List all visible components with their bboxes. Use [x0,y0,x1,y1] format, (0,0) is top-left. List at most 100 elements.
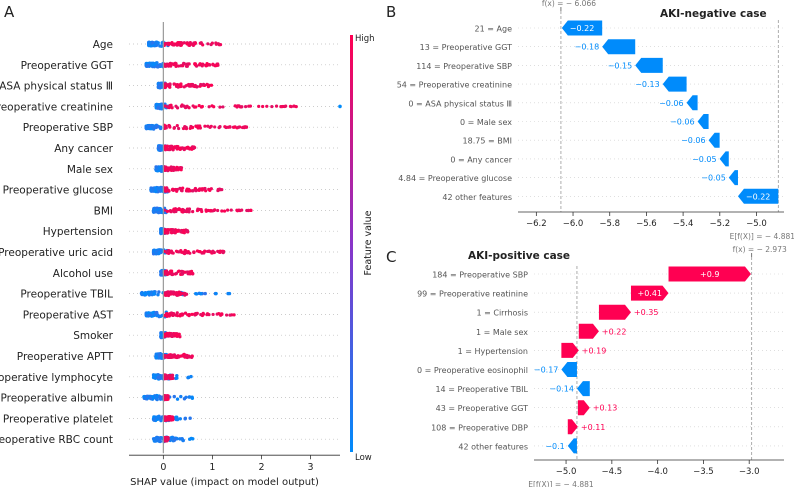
shap-point [229,208,233,212]
shap-point [155,310,159,315]
x-tick-label: −5.0 [556,467,577,477]
feature-label: Preoperative creatinine [0,101,113,113]
shap-point [159,227,164,232]
waterfall-negative-panel: 21 = Age −0.22 13 = Preoperative GGT −0.18 1… [397,0,794,241]
shap-point [170,272,174,276]
waterfall-bar [561,20,603,36]
x-tick-label: 2 [258,462,264,473]
bar-value-label: −0.1 [545,442,564,451]
shap-point [222,209,227,213]
shap-point [221,251,225,255]
shap-point [181,250,185,254]
shap-point [175,124,179,128]
shap-point [178,208,182,212]
bar-value-label: −0.22 [570,24,595,33]
shap-point [174,64,178,68]
shap-point [169,355,174,359]
shap-point [167,374,171,378]
shap-point [209,83,214,87]
fx-label: f(x) = − 6.066 [542,0,596,8]
shap-point [191,210,195,214]
shap-point [172,43,176,47]
shap-point [163,395,168,400]
shap-point [189,270,193,275]
shap-point [179,104,184,108]
bar-value-label: −0.18 [575,43,600,52]
shap-point [168,104,172,108]
shap-point [289,105,293,109]
shap-point [203,291,207,296]
row-label: 0 = Male sex [460,118,512,127]
shap-point [171,62,175,66]
waterfall-bar [598,304,631,320]
shap-point [147,40,152,45]
shap-point [148,124,152,129]
shap-point [198,250,202,254]
shap-point [224,125,228,130]
waterfall-bar [708,132,720,148]
x-tick-label: 0 [160,462,166,473]
shap-point [170,144,174,148]
shap-point [243,125,247,129]
shap-point [206,208,211,213]
bar-value-label: −0.14 [549,385,574,394]
shap-point [183,248,187,253]
shap-point [164,250,168,254]
waterfall-bar [602,39,636,55]
row-label: 21 = Age [475,25,513,34]
shap-point [217,43,221,47]
shap-point [205,82,209,87]
x-tick-label: −4.5 [602,467,623,477]
feature-label: ASA physical status Ⅲ [0,81,113,93]
shap-point [166,415,170,419]
shap-point [170,373,175,377]
shap-point [338,104,342,109]
shap-point [156,293,160,297]
feature-label: Preoperative albumin [0,393,113,405]
shap-point [151,125,155,129]
shap-point [200,187,204,191]
x-tick-label: −3.0 [739,467,760,477]
shap-point [179,64,183,68]
shap-point [214,41,218,45]
shap-point [185,64,189,68]
shap-point [169,147,173,151]
shap-point [168,208,173,213]
shap-point [213,125,217,129]
fx-label: f(x) = − 2.973 [733,245,787,254]
shap-point [274,104,279,108]
shap-point [172,207,176,211]
shap-point [176,85,180,89]
shap-point [156,106,160,110]
shap-point [157,290,161,294]
feature-label: Preoperative RBC count [0,434,113,446]
shap-point [172,82,176,86]
shap-point [174,249,179,253]
shap-point [199,292,203,296]
shap-point [174,291,178,295]
shap-point [195,249,200,253]
shap-point [174,271,179,275]
colorbar [350,35,353,452]
bar-value-label: −0.15 [608,61,633,70]
shap-point [164,147,169,151]
feature-label: Age [93,39,113,51]
bar-value-label: +0.11 [581,423,606,432]
shap-point [187,43,191,47]
shap-point [179,229,183,233]
shap-point [165,105,169,109]
x-tick-label: 3 [308,462,314,473]
shap-point [248,104,253,108]
panel-letter-b: B [386,3,396,21]
waterfall-bar [719,151,729,167]
shap-point [184,395,188,399]
shap-point [194,312,198,317]
shap-point [193,62,197,66]
shap-point [154,40,158,45]
shap-point [216,208,220,213]
shap-point [169,168,173,172]
feature-label: Preoperative APTT [17,351,114,363]
shap-point [182,85,186,89]
waterfall-bar [630,285,669,301]
shap-point [203,124,207,128]
